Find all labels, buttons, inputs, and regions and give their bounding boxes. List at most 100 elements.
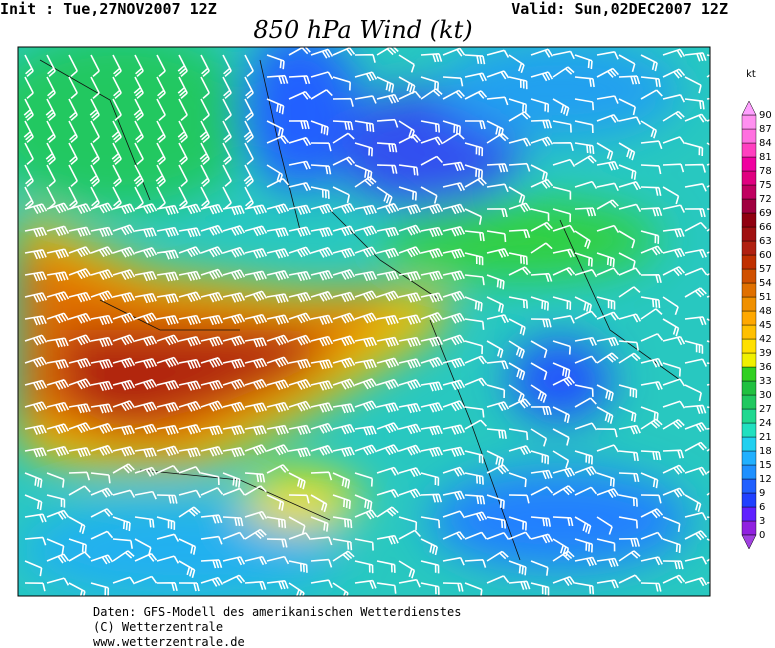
wind-barb [640, 582, 662, 592]
wind-barb [200, 379, 224, 391]
wind-barb [618, 384, 638, 398]
wind-barb [596, 472, 615, 487]
wind-barb [332, 423, 356, 435]
wind-barb [200, 54, 210, 78]
wind-barb [90, 508, 114, 518]
wind-barb [24, 513, 47, 523]
wind-barb [244, 204, 268, 215]
wind-barb [222, 76, 232, 100]
wind-barb [199, 142, 210, 166]
wind-barb [596, 406, 614, 424]
wind-barb [464, 142, 484, 157]
wind-barb [332, 357, 356, 369]
legend-swatch [741, 408, 757, 424]
legend-label: 87 [759, 124, 772, 135]
wind-barb [442, 446, 465, 457]
wind-barb [244, 357, 268, 369]
wind-barb [354, 358, 377, 370]
wind-barb [530, 136, 554, 147]
legend-swatch [741, 170, 757, 186]
wind-barb [155, 164, 166, 188]
wind-barb [266, 74, 289, 85]
wind-barb [112, 224, 136, 236]
legend-label: 84 [759, 138, 772, 149]
wind-barb [68, 357, 92, 369]
wind-barb [200, 291, 224, 303]
wind-barb [134, 142, 144, 166]
wind-barb [310, 142, 332, 152]
wind-barb [530, 486, 554, 496]
wind-barb [354, 579, 377, 589]
wind-barb [178, 336, 202, 347]
wind-barb [68, 516, 86, 535]
wind-barb [574, 155, 597, 166]
wind-barb [90, 226, 113, 238]
wind-barb [442, 531, 466, 540]
wind-barb [508, 186, 526, 205]
wind-barb [420, 493, 443, 503]
wind-barb [530, 362, 548, 381]
wind-barb [486, 384, 506, 399]
wind-barb [420, 402, 444, 413]
wind-barb [662, 296, 679, 315]
wind-barb [112, 425, 135, 436]
wind-barb [244, 472, 266, 483]
wind-barb [354, 176, 377, 188]
wind-barb [420, 120, 440, 133]
wind-barb [596, 557, 619, 568]
wind-barb [552, 208, 572, 223]
wind-barb [398, 270, 421, 282]
wind-barb [332, 538, 353, 551]
wind-barb [354, 472, 373, 487]
legend-label: 18 [759, 446, 772, 457]
wind-barb [244, 528, 267, 540]
wind-barb [354, 270, 377, 282]
wind-barb [266, 516, 287, 529]
init-time: Init : Tue,27NOV2007 12Z [0, 0, 217, 18]
wind-barb [486, 464, 510, 475]
wind-barb [46, 225, 70, 237]
legend-label: 54 [759, 278, 772, 289]
wind-barb [464, 450, 484, 464]
wind-barb [530, 340, 548, 359]
wind-barb [244, 98, 254, 122]
wind-barb [618, 424, 641, 435]
wind-barb [530, 428, 548, 447]
wind-barb [68, 485, 91, 496]
wind-barb [574, 336, 597, 347]
wind-barb [244, 580, 267, 590]
wind-barb [112, 334, 136, 346]
wind-barb [133, 76, 144, 100]
wind-barb [46, 423, 70, 435]
wind-barb [332, 291, 356, 303]
wind-barb [112, 400, 136, 412]
wind-barb [354, 204, 377, 216]
wind-barb [618, 267, 642, 276]
wind-barb [354, 120, 375, 133]
wind-barb [244, 313, 268, 325]
wind-barb [398, 292, 422, 303]
wind-barb [266, 135, 290, 145]
wind-barb [684, 530, 708, 541]
wind-barb [442, 161, 465, 172]
wind-barb [574, 252, 593, 267]
wind-barb [684, 316, 707, 326]
wind-barb [618, 537, 640, 547]
wind-barb [596, 182, 619, 192]
legend-label: 12 [759, 474, 772, 485]
wind-barb [508, 162, 531, 172]
wind-barb [156, 120, 166, 144]
wind-barb [266, 177, 290, 188]
wind-barb [332, 225, 356, 237]
wind-barb [222, 313, 246, 325]
wind-barb [398, 314, 422, 325]
wind-barb [640, 494, 662, 504]
wind-barb [464, 164, 483, 179]
wind-barb [134, 203, 158, 214]
wind-barb [178, 560, 196, 579]
wind-barb [486, 531, 510, 540]
legend-arrow [741, 100, 757, 116]
wind-barb [310, 164, 332, 175]
wind-barb [398, 467, 422, 478]
wind-barb [552, 224, 576, 233]
